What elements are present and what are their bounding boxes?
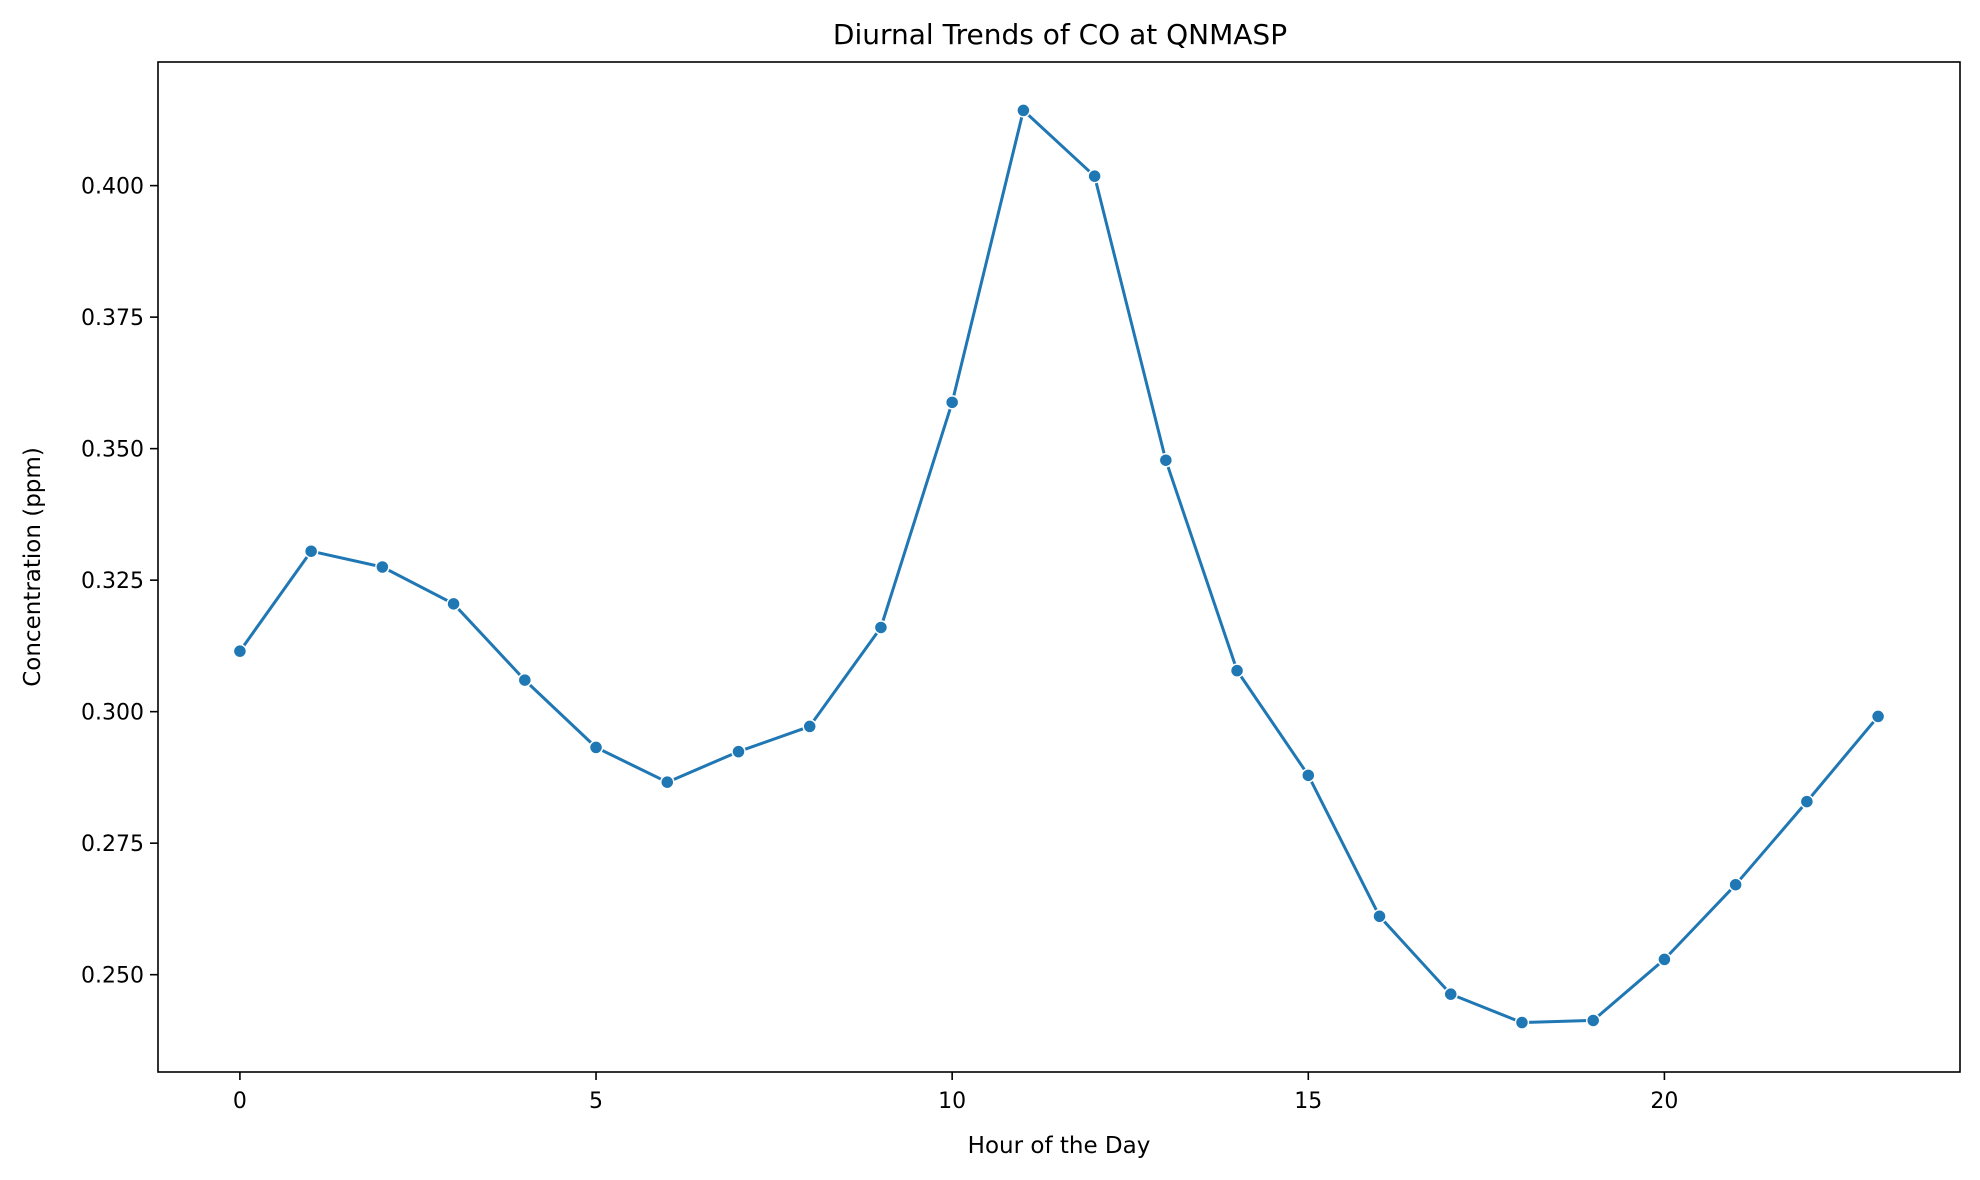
data-point xyxy=(731,744,746,759)
y-tick-label: 0.325 xyxy=(81,569,144,594)
plot-frame xyxy=(157,61,1961,1073)
data-point xyxy=(802,719,817,734)
data-point xyxy=(660,774,675,790)
y-tick-label: 0.350 xyxy=(81,438,144,463)
data-point xyxy=(1443,986,1458,1002)
x-tick-label: 5 xyxy=(589,1089,603,1114)
data-point xyxy=(1158,452,1174,468)
y-tick-label: 0.375 xyxy=(81,306,144,331)
y-axis-label: Concentration (ppm) xyxy=(20,447,46,687)
data-point xyxy=(873,620,889,635)
data-point xyxy=(446,596,461,612)
x-tick-label: 0 xyxy=(233,1089,247,1114)
data-point xyxy=(1514,1015,1530,1030)
x-axis-label: Hour of the Day xyxy=(968,1133,1151,1159)
data-point xyxy=(1229,663,1245,678)
data-point xyxy=(588,740,604,755)
data-point xyxy=(517,672,533,688)
data-point xyxy=(1657,952,1672,967)
y-tick-label: 0.300 xyxy=(81,701,144,726)
x-tick-label: 10 xyxy=(938,1089,966,1114)
data-point xyxy=(303,543,319,559)
series-line xyxy=(238,108,1880,1025)
x-tick-label: 15 xyxy=(1294,1089,1322,1114)
data-point xyxy=(1087,168,1102,184)
x-tick-label: 20 xyxy=(1650,1089,1678,1114)
data-point xyxy=(232,643,248,659)
data-point xyxy=(1372,909,1387,924)
data-point xyxy=(375,559,390,575)
x-axis: 0 5 10 15 20 xyxy=(233,1072,1678,1114)
data-markers xyxy=(232,103,1886,1030)
data-point xyxy=(1016,103,1031,118)
y-axis: 0.250 0.275 0.300 0.325 0.350 0.375 0.400 xyxy=(81,175,158,989)
y-tick-label: 0.400 xyxy=(81,175,144,200)
data-point xyxy=(944,395,960,410)
data-point xyxy=(1301,768,1316,783)
data-point xyxy=(1728,877,1743,892)
chart-title: Diurnal Trends of CO at QNMASP xyxy=(833,18,1287,51)
data-point xyxy=(1585,1013,1601,1028)
y-tick-label: 0.250 xyxy=(81,964,144,989)
y-tick-label: 0.275 xyxy=(81,832,144,857)
data-point xyxy=(1799,794,1815,809)
data-point xyxy=(1870,709,1886,724)
